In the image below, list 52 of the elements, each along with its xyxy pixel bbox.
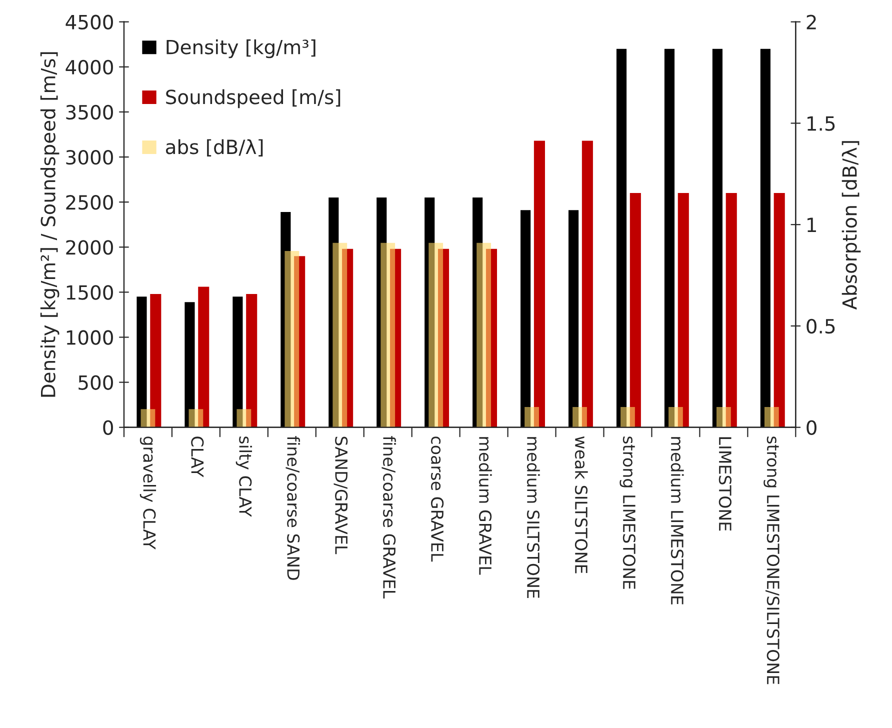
y-tick-label: 4000 xyxy=(66,60,113,75)
x-tick-label: SAND/GRAVEL xyxy=(334,436,348,554)
legend-label: Density [kg/m³] xyxy=(166,39,316,58)
bar xyxy=(198,286,210,428)
legend-label: Soundspeed [m/s] xyxy=(166,89,340,108)
bar xyxy=(764,407,779,428)
x-tick-label: fine/coarse GRAVEL xyxy=(382,436,396,599)
bar xyxy=(572,407,587,428)
y-tick-label: 2500 xyxy=(66,195,113,210)
bar xyxy=(236,409,252,428)
x-tick-label: strong LIMESTONE xyxy=(620,436,636,589)
bar xyxy=(140,409,156,428)
y-axis-title: Density [kg/m²] / Soundspeed [m/s] xyxy=(40,52,60,397)
y2-tick-label: 1.5 xyxy=(808,116,835,131)
y2-axis-title: Absorption [dB/λ] xyxy=(842,141,861,310)
x-tick-label: CLAY xyxy=(191,436,204,478)
y2-tick-label: 1 xyxy=(808,218,816,232)
y-tick-label: 4500 xyxy=(66,14,113,30)
x-tick-label: silty CLAY xyxy=(236,436,252,517)
bar xyxy=(630,193,641,428)
y-tick-label: 0 xyxy=(103,420,113,435)
bar xyxy=(524,407,539,428)
y2-tick-label: 2 xyxy=(806,14,816,30)
legend-label: abs [dB/λ] xyxy=(166,139,263,157)
bar xyxy=(678,193,689,428)
bar xyxy=(150,294,162,428)
x-tick-label: medium LIMESTONE xyxy=(670,437,684,604)
y-tick-label: 1500 xyxy=(66,285,113,300)
x-tick-label: medium SILTSTONE xyxy=(526,437,540,598)
bar xyxy=(582,140,593,428)
y-tick-label: 3000 xyxy=(66,150,113,165)
y-tick-label: 2000 xyxy=(66,240,113,255)
y2-tick-label: 0.5 xyxy=(806,318,835,334)
bar xyxy=(534,140,545,428)
bar xyxy=(726,193,737,428)
x-tick-label: weak SILTSTONE xyxy=(574,436,588,574)
bar xyxy=(774,193,785,428)
bar xyxy=(246,294,258,428)
y2-tick-label: 0 xyxy=(806,420,816,435)
bar xyxy=(620,407,635,428)
y-tick-label: 1000 xyxy=(66,330,113,345)
x-tick-label: coarse GRAVEL xyxy=(431,436,444,562)
bar xyxy=(188,409,204,428)
bar xyxy=(668,407,683,428)
x-tick-label: LIMESTONE xyxy=(718,437,732,531)
x-tick-label: strong LIMESTONE/SILTSTONE xyxy=(764,436,780,684)
bar xyxy=(716,407,731,428)
x-tick-label: gravelly CLAY xyxy=(140,436,156,550)
x-tick-label: medium GRAVEL xyxy=(478,437,492,575)
y-tick-label: 500 xyxy=(78,375,113,390)
y-tick-label: 3500 xyxy=(66,104,113,120)
x-tick-label: fine/coarse SAND xyxy=(286,436,300,580)
